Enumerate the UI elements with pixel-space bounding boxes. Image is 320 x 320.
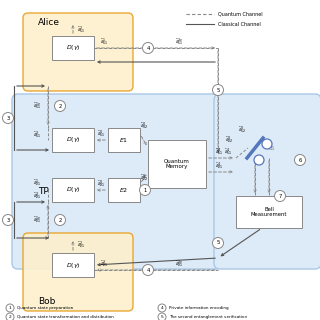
Bar [108, 128, 140, 152]
Text: Quantum state preparation: Quantum state preparation [17, 306, 73, 310]
Bar [52, 128, 94, 152]
Text: 5: 5 [216, 87, 220, 92]
Circle shape [275, 190, 285, 202]
Text: TP: TP [38, 188, 49, 196]
Text: $\hat{a}^4_{21}$: $\hat{a}^4_{21}$ [215, 161, 224, 172]
Text: Bell
Measurement: Bell Measurement [251, 207, 287, 217]
Text: 4: 4 [161, 306, 164, 310]
Text: $\hat{a}^3_{21}$: $\hat{a}^3_{21}$ [100, 259, 109, 269]
Text: Bob: Bob [38, 297, 55, 306]
Text: $\hat{a}^3_{21}$: $\hat{a}^3_{21}$ [33, 191, 42, 201]
Text: $\hat{a}^{1v}_{11}$: $\hat{a}^{1v}_{11}$ [33, 100, 42, 111]
Text: $\hat{a}^{3v}_{11}$: $\hat{a}^{3v}_{11}$ [175, 36, 184, 47]
Circle shape [54, 214, 66, 226]
Circle shape [140, 185, 150, 196]
Text: The second entanglement verification: The second entanglement verification [169, 315, 247, 319]
Bar [52, 178, 94, 202]
Text: $\hat{a}^3_{11}$: $\hat{a}^3_{11}$ [33, 130, 42, 140]
Text: $\hat{a}^{1v}_{21}$: $\hat{a}^{1v}_{21}$ [33, 215, 42, 225]
Text: $\hat{a}^0_{22}$: $\hat{a}^0_{22}$ [140, 172, 149, 183]
Text: Quantum state transformation and distribution: Quantum state transformation and distrib… [17, 315, 114, 319]
Text: $\hat{a}^2_{11}$: $\hat{a}^2_{11}$ [77, 25, 86, 36]
Text: $\hat{a}^0_{22}$: $\hat{a}^0_{22}$ [225, 135, 234, 145]
Circle shape [6, 304, 14, 312]
Text: Classical Channel: Classical Channel [218, 21, 261, 27]
Text: 5: 5 [216, 241, 220, 245]
Text: $\hat{a}^0_{21}$: $\hat{a}^0_{21}$ [97, 179, 106, 189]
Circle shape [158, 304, 166, 312]
Text: 1: 1 [143, 188, 147, 193]
Text: Quantum
Memory: Quantum Memory [164, 159, 190, 169]
Text: 2: 2 [58, 218, 62, 222]
Bar [236, 196, 302, 228]
Text: 4: 4 [146, 45, 150, 51]
Text: 4: 4 [146, 268, 150, 273]
Text: 7: 7 [278, 194, 282, 198]
Text: $D(\gamma)$: $D(\gamma)$ [66, 186, 80, 195]
Text: $\hat{a}^0_{12}$: $\hat{a}^0_{12}$ [238, 124, 247, 135]
Circle shape [294, 155, 306, 165]
Text: $\hat{a}^4_{11}$: $\hat{a}^4_{11}$ [215, 147, 224, 157]
Circle shape [262, 139, 272, 149]
Text: 1: 1 [9, 306, 12, 310]
Text: $\hat{a}^0_{32}$: $\hat{a}^0_{32}$ [140, 121, 149, 132]
Text: Quantum Channel: Quantum Channel [218, 12, 263, 17]
Bar [108, 178, 140, 202]
Text: $\hat{a}^{3v}_{21}$: $\hat{a}^{3v}_{21}$ [175, 259, 184, 269]
Text: 5: 5 [161, 315, 164, 319]
Bar [52, 36, 94, 60]
Text: $E2$: $E2$ [119, 186, 129, 194]
Bar [148, 140, 206, 188]
Text: 2: 2 [9, 315, 12, 319]
Text: BS: BS [269, 146, 275, 150]
Text: $\hat{a}^0_{11}$: $\hat{a}^0_{11}$ [97, 129, 106, 140]
Text: 2: 2 [58, 103, 62, 108]
Text: $\hat{a}^4_{11}$: $\hat{a}^4_{11}$ [224, 147, 233, 157]
Circle shape [212, 84, 223, 95]
Circle shape [54, 100, 66, 111]
Circle shape [212, 237, 223, 249]
Text: 6: 6 [298, 157, 302, 163]
Text: Private information encoding: Private information encoding [169, 306, 228, 310]
Text: $E1$: $E1$ [119, 136, 129, 144]
FancyBboxPatch shape [12, 94, 222, 269]
FancyBboxPatch shape [214, 94, 320, 269]
Text: $D(\gamma)$: $D(\gamma)$ [66, 44, 80, 52]
Circle shape [142, 43, 154, 53]
Text: $D(\gamma)$: $D(\gamma)$ [66, 260, 80, 269]
Circle shape [6, 313, 14, 320]
Circle shape [158, 313, 166, 320]
Text: $\hat{a}^2_{21}$: $\hat{a}^2_{21}$ [77, 240, 86, 250]
FancyBboxPatch shape [23, 233, 133, 311]
Text: $\hat{a}^1_{11}$: $\hat{a}^1_{11}$ [100, 36, 109, 47]
Text: $D(\gamma)$: $D(\gamma)$ [66, 135, 80, 145]
Circle shape [3, 113, 13, 124]
Text: $\hat{a}^1_{21}$: $\hat{a}^1_{21}$ [33, 178, 42, 188]
Circle shape [254, 155, 264, 165]
Circle shape [3, 214, 13, 226]
FancyBboxPatch shape [23, 13, 133, 91]
Text: 3: 3 [6, 116, 10, 121]
Bar [52, 253, 94, 277]
Text: Alice: Alice [38, 18, 60, 27]
Circle shape [142, 265, 154, 276]
Text: 3: 3 [6, 218, 10, 222]
